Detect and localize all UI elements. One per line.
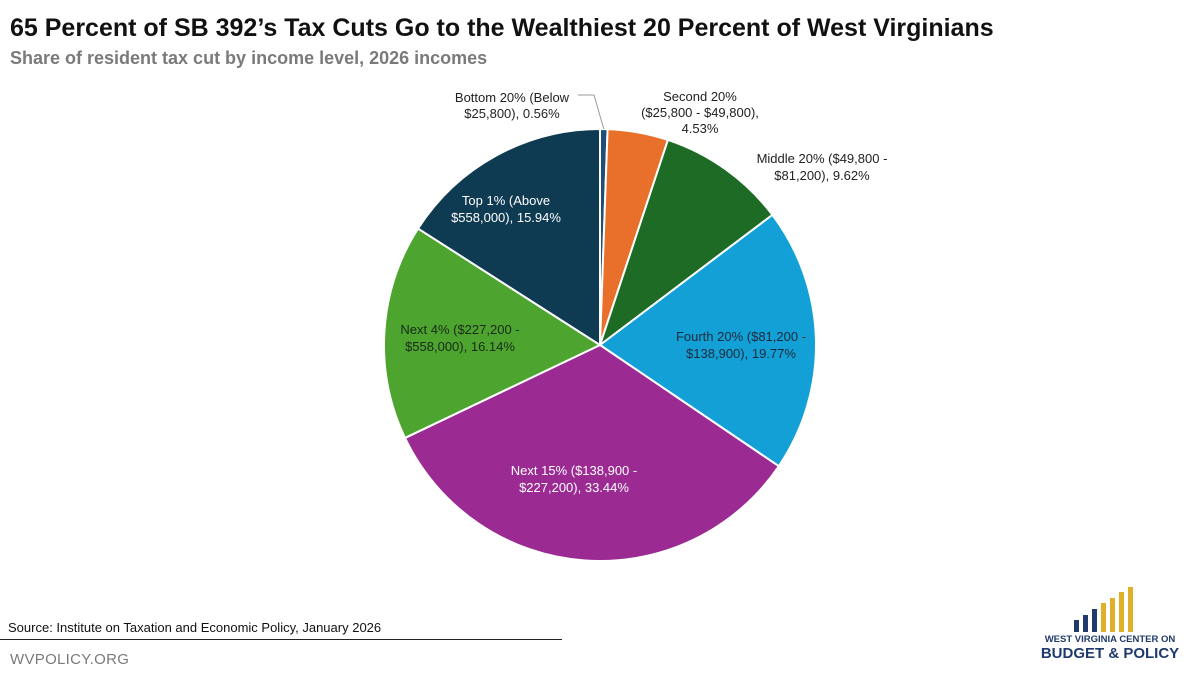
slice-label-next-15: Next 15% ($138,900 -$227,200), 33.44% bbox=[511, 463, 637, 495]
logo-text-line2: BUDGET & POLICY bbox=[1040, 645, 1180, 662]
logo-bar bbox=[1074, 620, 1079, 632]
slice-label-next-4: Next 4% ($227,200 -$558,000), 16.14% bbox=[400, 322, 519, 354]
leader-lines bbox=[578, 94, 605, 130]
website-link[interactable]: WVPOLICY.ORG bbox=[10, 651, 130, 668]
slice-label-fourth-20: Fourth 20% ($81,200 -$138,900), 19.77% bbox=[676, 329, 806, 361]
slice-label-top-1: Top 1% (Above $558,000), 15.94% bbox=[451, 193, 561, 225]
logo-bar bbox=[1128, 587, 1133, 632]
logo-bar bbox=[1092, 609, 1097, 632]
leader-line-bottom-20 bbox=[578, 94, 605, 130]
pie-chart: Bottom 20% (Below $25,800), 0.56% Second 2… bbox=[383, 89, 887, 562]
pie-slice-next-4[interactable] bbox=[383, 227, 601, 439]
pie-slice-middle-20[interactable] bbox=[599, 138, 774, 346]
logo-bar bbox=[1119, 592, 1124, 632]
logo-bar bbox=[1110, 598, 1115, 632]
logo-text-line1: WEST VIRGINIA CENTER ON bbox=[1044, 634, 1176, 645]
chart-subtitle: Share of resident tax cut by income leve… bbox=[10, 48, 488, 68]
slice-labels: Bottom 20% (Below $25,800), 0.56% Second 2… bbox=[400, 89, 887, 495]
footer-divider bbox=[0, 639, 562, 640]
wvcbp-logo: WEST VIRGINIA CENTER ON BUDGET & POLICY bbox=[1030, 585, 1190, 667]
chart-title: 65 Percent of SB 392’s Tax Cuts Go to th… bbox=[10, 14, 994, 42]
pie-slices bbox=[383, 127, 817, 562]
logo-bar bbox=[1101, 603, 1106, 632]
source-note: Source: Institute on Taxation and Econom… bbox=[8, 620, 382, 635]
slice-label-bottom-20: Bottom 20% (Below $25,800), 0.56% bbox=[455, 90, 570, 121]
pie-slice-fourth-20[interactable] bbox=[599, 213, 817, 468]
logo-bar bbox=[1083, 615, 1088, 632]
pie-slice-next-15[interactable] bbox=[404, 344, 780, 562]
bar-chart-logo-icon bbox=[1074, 587, 1133, 632]
pie-slice-top-1[interactable] bbox=[417, 128, 601, 346]
slice-label-middle-20: Middle 20% ($49,800 -$81,200), 9.62% bbox=[757, 151, 888, 183]
slice-label-second-20: Second 20% ($25,800 - $49,800), 4.53% bbox=[641, 89, 759, 136]
